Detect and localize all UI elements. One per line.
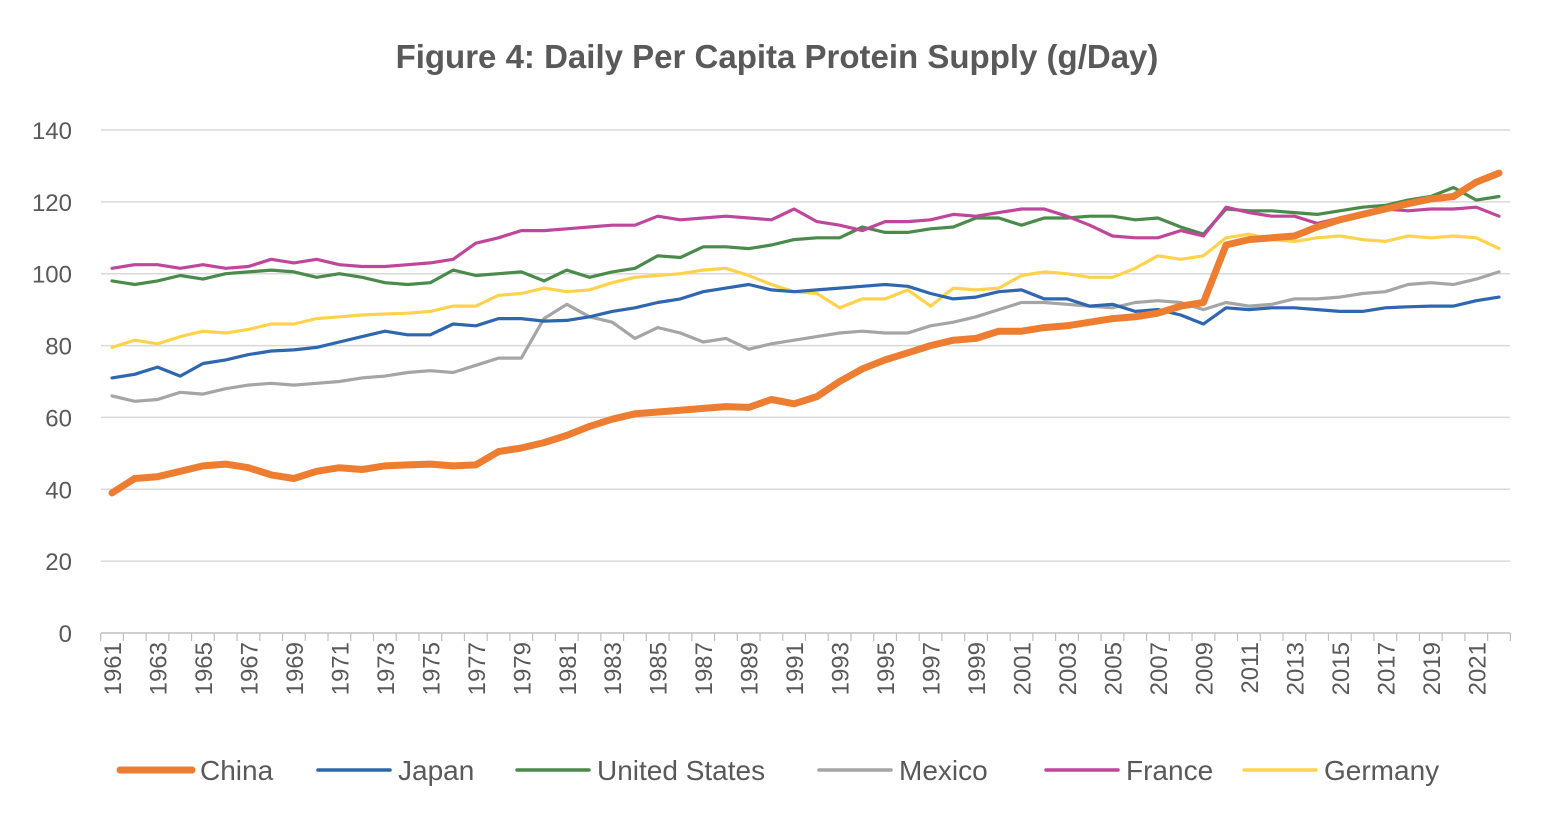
y-tick-label-120: 120	[32, 190, 72, 217]
x-tick-label-2015: 2015	[1328, 642, 1355, 695]
legend-item-china: China	[116, 755, 274, 786]
x-tick-label-1997: 1997	[919, 642, 946, 695]
x-tick-label-1981: 1981	[555, 642, 582, 695]
x-tick-label-1985: 1985	[646, 642, 673, 695]
legend-item-united-states: United States	[515, 755, 765, 786]
y-tick-label-140: 140	[32, 118, 72, 145]
y-tick-label-80: 80	[45, 334, 72, 361]
x-tick-label-2007: 2007	[1146, 642, 1173, 695]
x-tick-label-1967: 1967	[236, 642, 263, 695]
x-tick-label-1983: 1983	[600, 642, 627, 695]
x-tick-label-1999: 1999	[964, 642, 991, 695]
y-tick-label-100: 100	[32, 262, 72, 289]
legend-item-france: France	[1044, 755, 1213, 786]
legend-item-mexico: Mexico	[817, 755, 988, 786]
x-tick-label-2011: 2011	[1237, 642, 1264, 694]
x-tick-label-2003: 2003	[1055, 642, 1082, 695]
x-tick-label-2013: 2013	[1282, 642, 1309, 695]
y-tick-label-40: 40	[45, 477, 72, 504]
x-tick-label-2009: 2009	[1191, 642, 1218, 695]
legend-label-mexico: Mexico	[899, 755, 988, 786]
x-tick-label-1991: 1991	[782, 642, 809, 695]
legend-label-germany: Germany	[1324, 755, 1439, 786]
x-tick-label-2019: 2019	[1419, 642, 1446, 695]
x-tick-label-1995: 1995	[873, 642, 900, 695]
legend-item-japan: Japan	[316, 755, 474, 786]
x-tick-label-2017: 2017	[1373, 642, 1400, 695]
chart-title: Figure 4: Daily Per Capita Protein Suppl…	[396, 38, 1159, 75]
legend-label-united-states: United States	[597, 755, 765, 786]
x-tick-label-1975: 1975	[418, 642, 445, 695]
x-tick-label-1989: 1989	[737, 642, 764, 695]
legend-item-germany: Germany	[1242, 755, 1439, 786]
series-line-china	[108, 169, 1503, 497]
x-tick-label-1965: 1965	[191, 642, 218, 695]
x-tick-label-1963: 1963	[145, 642, 172, 695]
legend-label-china: China	[200, 755, 274, 786]
x-tick-label-2001: 2001	[1010, 642, 1037, 695]
legend-label-france: France	[1126, 755, 1213, 786]
x-tick-label-1987: 1987	[691, 642, 718, 695]
series-line-united-states	[110, 185, 1501, 287]
series-line-japan	[110, 282, 1501, 380]
x-tick-label-1971: 1971	[327, 642, 354, 695]
x-tick-label-1977: 1977	[464, 642, 491, 695]
x-tick-label-1993: 1993	[828, 642, 855, 695]
series-line-mexico	[110, 270, 1501, 403]
x-tick-label-2021: 2021	[1464, 642, 1491, 695]
series-lines	[108, 169, 1503, 497]
legend: China Japan United States Mexico France Germa…	[116, 755, 1439, 786]
y-tick-label-0: 0	[59, 621, 72, 648]
y-tick-label-20: 20	[45, 549, 72, 576]
x-tick-label-1979: 1979	[509, 642, 536, 695]
legend-label-japan: Japan	[398, 755, 474, 786]
x-tick-label-1973: 1973	[373, 642, 400, 695]
x-tick-label-1969: 1969	[282, 642, 309, 695]
series-line-france	[110, 205, 1501, 270]
gridlines	[101, 129, 1510, 562]
y-tick-label-60: 60	[45, 405, 72, 432]
x-tick-label-1961: 1961	[100, 642, 127, 695]
x-tick-label-2005: 2005	[1100, 642, 1127, 695]
axes: 0 20 40 60 80 100 120 140 1961 1963 1965 1967 1969 19…	[32, 118, 1511, 695]
